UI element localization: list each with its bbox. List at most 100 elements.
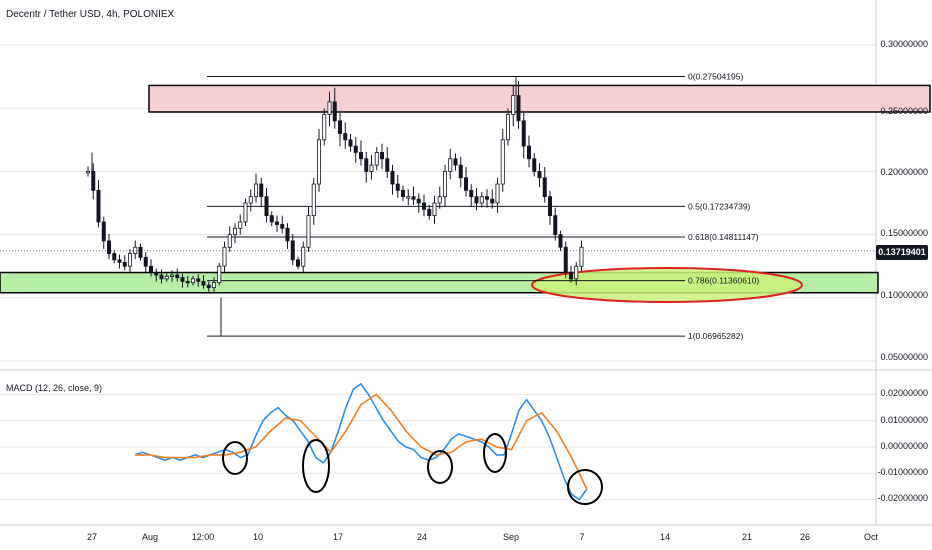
candle-body xyxy=(563,246,568,273)
resistance-zone xyxy=(148,84,931,113)
macd-title: MACD (12, 26, close, 9) xyxy=(6,383,103,393)
x-axis-label: Aug xyxy=(141,532,159,542)
candle-body xyxy=(222,246,227,267)
candle-body xyxy=(553,215,558,235)
x-axis-label: 26 xyxy=(799,532,811,542)
candle-body xyxy=(290,240,295,261)
candle-body xyxy=(253,183,258,198)
macd-axis-label: 0.02000000 xyxy=(880,388,928,398)
macd-axis-label: -0.02000000 xyxy=(877,493,928,503)
candle-body xyxy=(490,198,495,204)
candle-body xyxy=(521,120,526,147)
candle-body xyxy=(295,259,300,267)
macd-axis-label: 0.01000000 xyxy=(880,415,928,425)
candle-body xyxy=(421,202,426,210)
candle-body xyxy=(269,215,274,223)
candle-body xyxy=(500,139,505,185)
candles xyxy=(86,76,584,337)
crossover-circle xyxy=(567,469,603,505)
candle-body xyxy=(348,139,353,147)
candle-body xyxy=(379,152,384,160)
candle-body xyxy=(86,170,91,174)
candle-body xyxy=(516,95,521,122)
candle-body xyxy=(432,202,437,217)
fib-level-label: 0.5(0.17234739) xyxy=(688,201,751,211)
candle-body xyxy=(164,275,169,280)
candle-body xyxy=(196,278,201,282)
macd-axis-label: 0.00000000 xyxy=(880,441,928,451)
chart-title: Decentr / Tether USD, 4h, POLONIEX xyxy=(6,9,175,20)
fib-level-label: 0(0.27504195) xyxy=(688,72,743,82)
candle-body xyxy=(505,114,510,141)
candle-body xyxy=(154,272,159,276)
candle-body xyxy=(96,189,101,223)
macd-lines xyxy=(134,382,588,501)
zones xyxy=(0,84,931,303)
candle-body xyxy=(474,196,479,204)
candle-body xyxy=(469,189,474,198)
x-axis-label: 10 xyxy=(252,532,264,542)
price-axis-label: 0.15000000 xyxy=(880,228,928,238)
candle-body xyxy=(427,208,432,217)
candle-body xyxy=(133,246,138,254)
candle-body xyxy=(416,198,421,204)
candle-body xyxy=(448,158,453,172)
grid xyxy=(0,0,932,526)
fib-level-label: 0.618(0.14811147) xyxy=(688,232,759,242)
crossover-circle xyxy=(222,441,248,475)
candle-body xyxy=(495,183,500,204)
candle-body xyxy=(301,246,306,267)
price-panel-bg xyxy=(0,0,876,368)
candle-body xyxy=(274,221,279,225)
candle-body xyxy=(558,234,563,248)
candle-body xyxy=(306,215,311,248)
candle-body xyxy=(127,253,132,267)
price-axis-label: 0.05000000 xyxy=(880,352,928,362)
candle-body xyxy=(337,120,342,134)
candle-body xyxy=(374,152,379,166)
target-ellipse xyxy=(531,267,803,303)
candle-body xyxy=(264,196,269,217)
candle-body xyxy=(484,196,489,200)
candle-body xyxy=(243,202,248,223)
candle-body xyxy=(138,246,143,258)
candle-body xyxy=(548,196,553,217)
x-axis-label: 24 xyxy=(416,532,428,542)
candle-body xyxy=(122,262,127,267)
candle-body xyxy=(327,101,332,115)
candle-body xyxy=(217,265,222,284)
fib-level-label: 1(0.06965282) xyxy=(688,331,743,341)
crossover-circle xyxy=(302,439,330,493)
candle-body xyxy=(542,177,547,198)
price-axis-label: 0.30000000 xyxy=(880,39,928,49)
x-axis-label: 27 xyxy=(86,532,98,542)
fib-lines: 0(0.27504195) 0.5(0.17234739) 0.618(0.1481… xyxy=(207,72,759,341)
price-axis-label: 0.20000000 xyxy=(880,167,928,177)
candle-body xyxy=(232,227,237,235)
fib-level-label: 0.786(0.11360610) xyxy=(688,276,759,286)
candle-body xyxy=(316,139,321,185)
x-axis-label: 7 xyxy=(579,532,585,542)
candle-body xyxy=(395,183,400,191)
candle-body xyxy=(280,224,285,229)
signal-line xyxy=(135,393,588,490)
candle-body xyxy=(369,164,374,172)
candle-body xyxy=(463,177,468,191)
candle-body xyxy=(574,265,579,280)
candle-body xyxy=(527,145,532,160)
candle-body xyxy=(364,158,369,172)
crossover-circle xyxy=(483,433,507,473)
candle-body xyxy=(112,253,117,261)
candle-body xyxy=(101,221,106,242)
price-axis-label: 0.10000000 xyxy=(880,290,928,300)
candle-body xyxy=(311,183,316,217)
candle-body xyxy=(442,170,447,198)
candle-body xyxy=(117,259,122,263)
candle-body xyxy=(406,196,411,199)
candle-body xyxy=(248,196,253,204)
candle-body xyxy=(211,282,216,289)
candle-body xyxy=(148,265,153,273)
candle-body xyxy=(411,196,416,200)
candle-body xyxy=(259,183,264,198)
